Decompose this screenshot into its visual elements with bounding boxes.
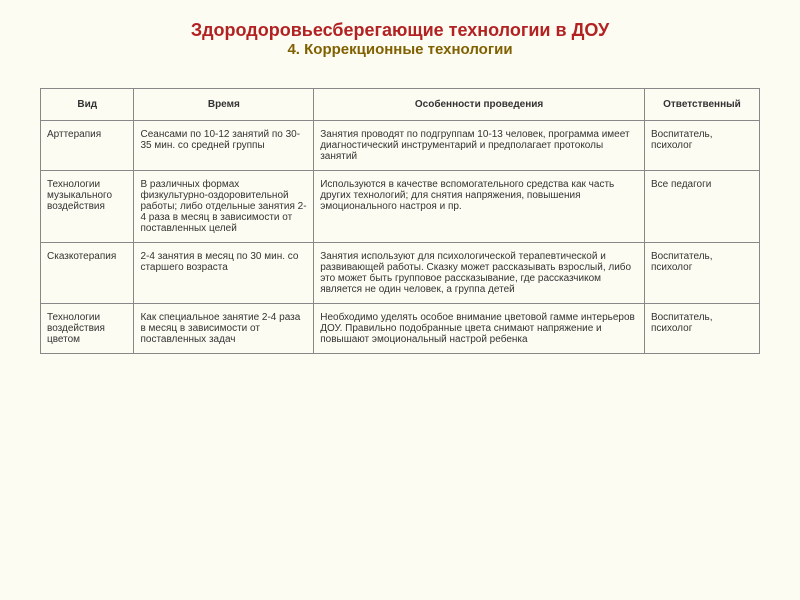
cell-vid: Технологии музыкального воздействия (41, 171, 134, 243)
col-header-time: Время (134, 89, 314, 121)
cell-time: Как специальное занятие 2-4 раза в месяц… (134, 304, 314, 354)
table-row: Арттерапия Сеансами по 10-12 занятий по … (41, 121, 760, 171)
cell-resp: Воспитатель, психолог (644, 121, 759, 171)
col-header-resp: Ответственный (644, 89, 759, 121)
cell-vid: Арттерапия (41, 121, 134, 171)
cell-feat: Необходимо уделять особое внимание цвето… (314, 304, 645, 354)
table-row: Сказкотерапия 2-4 занятия в месяц по 30 … (41, 243, 760, 304)
cell-feat: Используются в качестве вспомогательного… (314, 171, 645, 243)
cell-time: Сеансами по 10-12 занятий по 30-35 мин. … (134, 121, 314, 171)
main-title: Здородоровьесберегающие технологии в ДОУ (40, 20, 760, 41)
col-header-feat: Особенности проведения (314, 89, 645, 121)
cell-vid: Сказкотерапия (41, 243, 134, 304)
cell-resp: Воспитатель, психолог (644, 304, 759, 354)
cell-time: В различных формах физкультурно-оздорови… (134, 171, 314, 243)
cell-feat: Занятия проводят по подгруппам 10-13 чел… (314, 121, 645, 171)
technologies-table: Вид Время Особенности проведения Ответст… (40, 88, 760, 354)
subtitle: 4. Коррекционные технологии (40, 41, 760, 58)
table-row: Технологии музыкального воздействия В ра… (41, 171, 760, 243)
cell-vid: Технологии воздействия цветом (41, 304, 134, 354)
cell-resp: Воспитатель, психолог (644, 243, 759, 304)
cell-time: 2-4 занятия в месяц по 30 мин. со старше… (134, 243, 314, 304)
title-block: Здородоровьесберегающие технологии в ДОУ… (40, 20, 760, 58)
col-header-vid: Вид (41, 89, 134, 121)
cell-feat: Занятия используют для психологической т… (314, 243, 645, 304)
cell-resp: Все педагоги (644, 171, 759, 243)
table-row: Технологии воздействия цветом Как специа… (41, 304, 760, 354)
table-header-row: Вид Время Особенности проведения Ответст… (41, 89, 760, 121)
